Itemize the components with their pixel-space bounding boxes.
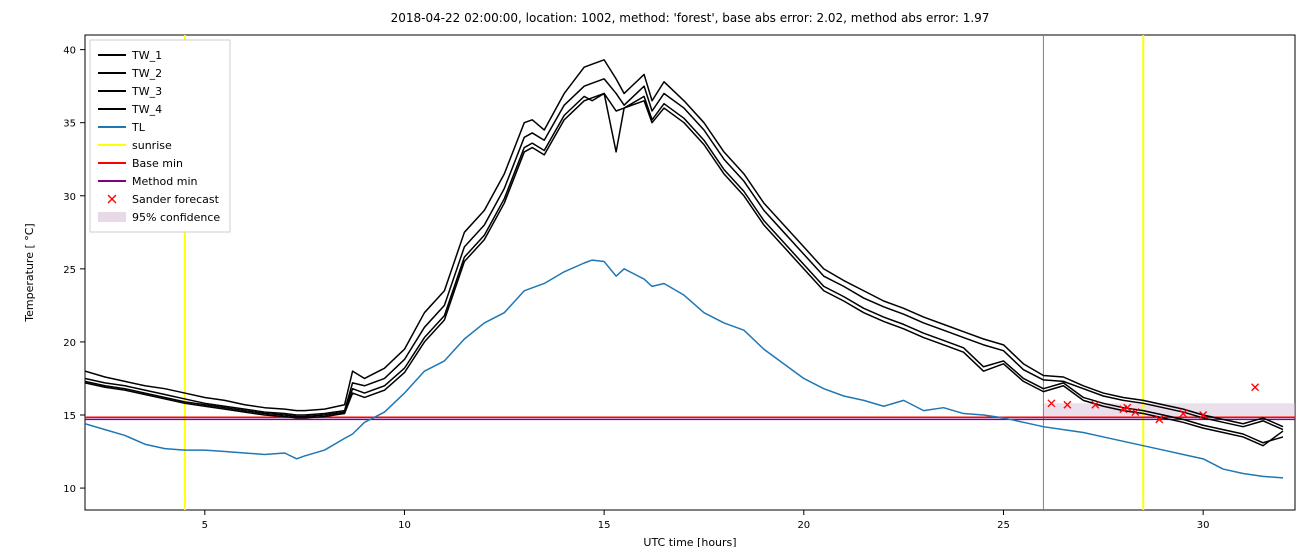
y-tick-label: 35 <box>63 119 76 130</box>
temperature-chart: 5 10 15 20 25 30 10 15 20 25 30 35 40 UTC time [hours… <box>0 0 1310 547</box>
x-tick-label: 25 <box>997 520 1010 531</box>
y-tick-label: 25 <box>63 265 76 276</box>
x-tick-label: 15 <box>598 520 611 531</box>
y-tick-label: 40 <box>63 46 76 57</box>
legend-swatch-patch <box>98 212 126 222</box>
y-tick-label: 30 <box>63 192 76 203</box>
confidence-band <box>1043 403 1295 416</box>
y-axis-label: Temperature [ °C] <box>23 223 36 322</box>
legend-label: Base min <box>132 157 183 170</box>
chart-container: 5 10 15 20 25 30 10 15 20 25 30 35 40 UTC time [hours… <box>0 0 1310 547</box>
x-tick-label: 30 <box>1197 520 1210 531</box>
legend: TW_1 TW_2 TW_3 TW_4 TL sunrise Base min Method … <box>90 40 230 232</box>
legend-label: TW_2 <box>131 67 162 80</box>
x-axis-label: UTC time [hours] <box>643 536 736 547</box>
legend-label: TW_1 <box>131 49 162 62</box>
x-tick-label: 20 <box>797 520 810 531</box>
legend-label: sunrise <box>132 139 172 152</box>
x-tick-label: 5 <box>202 520 208 531</box>
legend-label: Sander forecast <box>132 193 220 206</box>
x-tick-label: 10 <box>398 520 411 531</box>
legend-label: TW_4 <box>131 103 162 116</box>
y-tick-label: 10 <box>63 484 76 495</box>
legend-label: 95% confidence <box>132 211 220 224</box>
y-tick-label: 20 <box>63 338 76 349</box>
legend-label: Method min <box>132 175 198 188</box>
legend-label: TL <box>131 121 146 134</box>
legend-label: TW_3 <box>131 85 162 98</box>
chart-title: 2018-04-22 02:00:00, location: 1002, met… <box>391 11 990 25</box>
y-tick-label: 15 <box>63 411 76 422</box>
